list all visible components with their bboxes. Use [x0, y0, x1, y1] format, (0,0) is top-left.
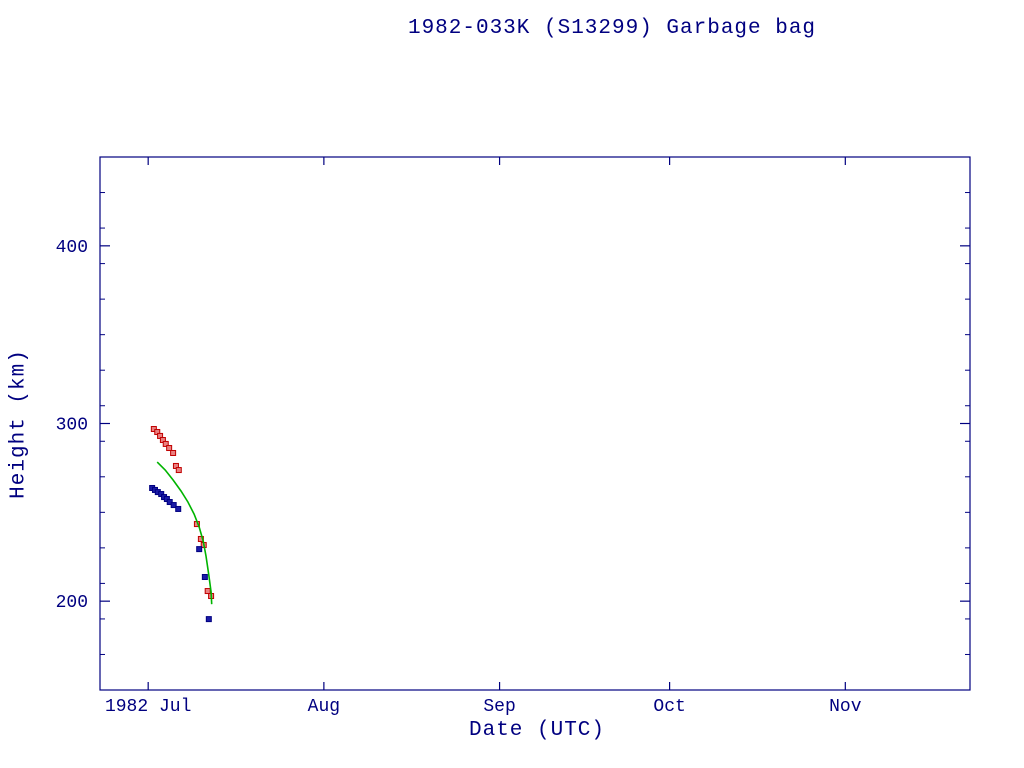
perigee-point: [205, 616, 212, 623]
apogee-point: [166, 445, 173, 452]
y-tick-label: 300: [56, 416, 88, 436]
x-tick-label: Sep: [483, 697, 515, 717]
perigee-point: [196, 546, 203, 553]
y-tick-label: 400: [56, 238, 88, 258]
chart-title: 1982-033K (S13299) Garbage bag: [407, 17, 817, 40]
perigee-point: [166, 499, 173, 506]
y-tick-label: 200: [56, 593, 88, 613]
x-axis-label: Date (UTC): [468, 719, 606, 742]
x-tick-label: Oct: [653, 697, 685, 717]
perigee-point: [175, 505, 182, 512]
x-tick-label: Nov: [829, 697, 862, 717]
apogee-point: [150, 426, 157, 433]
x-tick-label: Aug: [308, 697, 340, 717]
apogee-point: [162, 440, 169, 447]
model-line: [156, 461, 213, 605]
apogee-point: [175, 467, 182, 474]
plot-frame: [99, 156, 971, 691]
perigee-point: [170, 502, 177, 509]
apogee-point: [204, 588, 211, 595]
x-tick-label: 1982 Jul: [105, 697, 191, 717]
perigee-point: [201, 574, 208, 581]
apogee-point: [170, 449, 177, 456]
